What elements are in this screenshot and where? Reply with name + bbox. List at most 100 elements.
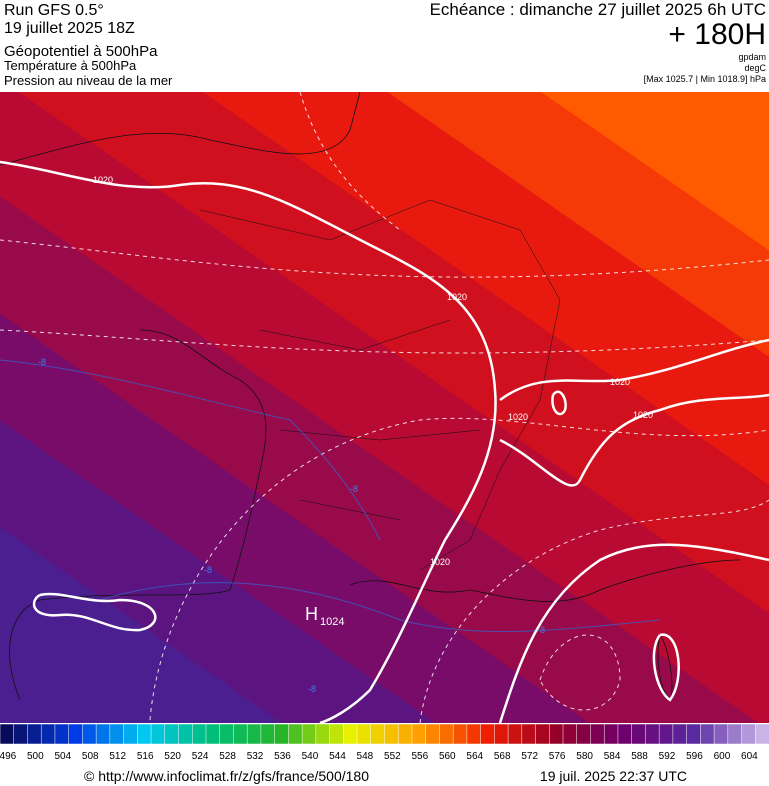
colorbar-label: 556 bbox=[411, 751, 428, 762]
colorbar-swatch bbox=[54, 723, 70, 745]
isotherm-label: -8 bbox=[308, 684, 316, 694]
run-date: 19 juillet 2025 18Z bbox=[4, 20, 135, 37]
colorbar-swatch bbox=[617, 723, 633, 745]
lead-time: + 180H bbox=[668, 18, 766, 51]
colorbar-label: 604 bbox=[741, 751, 758, 762]
colorbar-swatch bbox=[233, 723, 248, 745]
isotherms bbox=[0, 359, 661, 633]
colorbar-swatch bbox=[576, 723, 592, 745]
colorbar-label: 516 bbox=[137, 751, 154, 762]
valid-time: Echéance : dimanche 27 juillet 2025 6h U… bbox=[430, 0, 766, 19]
colorbar-swatch bbox=[356, 723, 372, 745]
colorbar-label: 504 bbox=[54, 751, 71, 762]
colorbar-swatch bbox=[219, 723, 235, 745]
colorbar-label: 500 bbox=[27, 751, 44, 762]
map-background bbox=[0, 92, 769, 723]
colorbar-swatch bbox=[562, 723, 578, 745]
map-title: Géopotentiel à 500hPa bbox=[4, 43, 158, 60]
colorbar-label: 536 bbox=[274, 751, 291, 762]
colorbar-swatch bbox=[439, 723, 454, 745]
colorbar-swatch bbox=[686, 723, 702, 745]
colorbar-label: 496 bbox=[0, 751, 17, 762]
colorbar-swatch bbox=[205, 723, 221, 745]
isobar-label: 1020 bbox=[633, 410, 653, 420]
map-subtitle: Température à 500hPa bbox=[4, 58, 137, 73]
colorbar-swatch bbox=[480, 723, 496, 745]
colorbar-swatch bbox=[549, 723, 564, 745]
colorbar-swatch bbox=[95, 723, 111, 745]
colorbar-label: 568 bbox=[494, 751, 511, 762]
colorbar-swatch bbox=[397, 723, 413, 745]
colorbar-swatch bbox=[274, 723, 290, 745]
colorbar-swatch bbox=[590, 723, 605, 745]
colorbar-swatch bbox=[452, 723, 468, 745]
colorbar-swatch bbox=[603, 723, 619, 745]
isotherm-label: -8 bbox=[537, 625, 545, 635]
colorbar-swatch bbox=[425, 723, 441, 745]
colorbar-label: 532 bbox=[247, 751, 264, 762]
colorbar-swatch bbox=[658, 723, 674, 745]
colorbar-swatch bbox=[246, 723, 262, 745]
colorbar-label: 580 bbox=[576, 751, 593, 762]
isobar-label: 1020 bbox=[93, 175, 113, 185]
isobar-labels: 1020 1020 1020 1020 1020 1020 bbox=[93, 175, 653, 567]
colorbar-swatch bbox=[727, 723, 743, 745]
colorbar-label: 584 bbox=[604, 751, 621, 762]
colorbar-swatch bbox=[40, 723, 56, 745]
colorbar-swatch bbox=[192, 723, 207, 745]
high-pressure-marker: H bbox=[305, 604, 318, 624]
colorbar-swatch bbox=[631, 723, 647, 745]
colorbar-swatch bbox=[645, 723, 660, 745]
colorbar-swatch bbox=[741, 723, 757, 745]
colorbar-swatch bbox=[137, 723, 152, 745]
unit-label: gpdam bbox=[738, 52, 766, 62]
colorbar-label: 560 bbox=[439, 751, 456, 762]
colorbar-label: 600 bbox=[714, 751, 731, 762]
colorbar-swatch bbox=[315, 723, 331, 745]
unit-label: degC bbox=[744, 63, 766, 73]
pressure-range: [Max 1025.7 | Min 1018.9] hPa bbox=[644, 74, 766, 84]
colorbar-label: 552 bbox=[384, 751, 401, 762]
colorbar-swatch bbox=[68, 723, 84, 745]
colorbar-swatch bbox=[0, 723, 15, 745]
colorbar-swatch bbox=[700, 723, 715, 745]
colorbar-label: 512 bbox=[109, 751, 126, 762]
high-pressure-value: 1024 bbox=[320, 616, 344, 628]
colorbar-label: 564 bbox=[466, 751, 483, 762]
colorbar-swatch bbox=[288, 723, 303, 745]
colorbar-swatch bbox=[411, 723, 427, 745]
map-subtitle: Pression au niveau de la mer bbox=[4, 73, 173, 88]
colorbar-swatch bbox=[672, 723, 688, 745]
colorbar-swatch bbox=[384, 723, 399, 745]
colorbar-label: 524 bbox=[192, 751, 209, 762]
isotherm-label: -8 bbox=[38, 357, 46, 367]
isotherm-labels: -8 -8 -8 -8 -8 bbox=[38, 357, 545, 694]
colorbar-swatch bbox=[27, 723, 42, 745]
geopotential-contours bbox=[0, 91, 769, 724]
colorbar-label: 572 bbox=[521, 751, 538, 762]
colorbar-swatch bbox=[370, 723, 386, 745]
isobar-label: 1020 bbox=[508, 412, 528, 422]
isobars bbox=[0, 160, 769, 725]
colorbar-label: 576 bbox=[549, 751, 566, 762]
colorbar-swatch bbox=[507, 723, 523, 745]
colorbar-label: 520 bbox=[164, 751, 181, 762]
header-background bbox=[0, 0, 769, 92]
colorbar-swatch bbox=[494, 723, 509, 745]
colorbar-swatch bbox=[329, 723, 345, 745]
colorbar-swatch bbox=[466, 723, 482, 745]
colorbar-swatch bbox=[123, 723, 139, 745]
source-credit: © http://www.infoclimat.fr/z/gfs/france/… bbox=[84, 768, 369, 784]
colorbar-label: 592 bbox=[659, 751, 676, 762]
colorbar-swatch bbox=[109, 723, 125, 745]
colorbar-swatch bbox=[713, 723, 729, 745]
colorbar-swatch bbox=[150, 723, 166, 745]
colorbar-swatch bbox=[755, 723, 769, 745]
colorbar-swatch bbox=[535, 723, 551, 745]
colorbar-swatch bbox=[82, 723, 97, 745]
colorbar-swatch bbox=[260, 723, 276, 745]
colorbar-label: 508 bbox=[82, 751, 99, 762]
colorbar-swatch bbox=[301, 723, 317, 745]
colorbar-label: 588 bbox=[631, 751, 648, 762]
